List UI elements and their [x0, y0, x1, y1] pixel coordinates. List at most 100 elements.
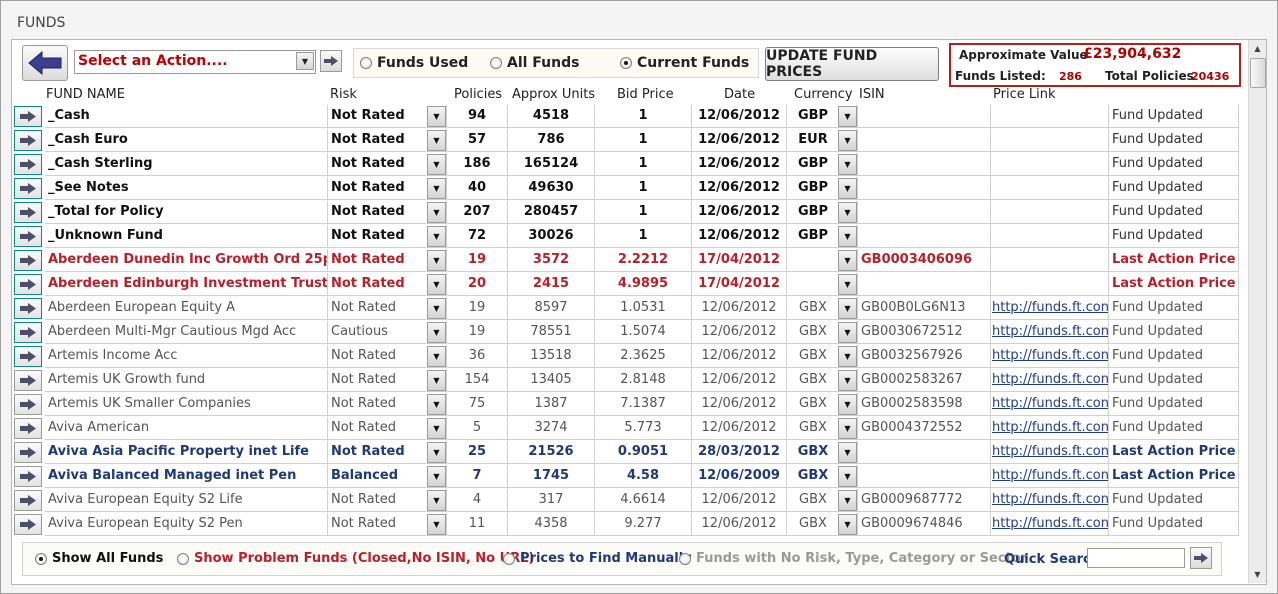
fund-name-cell[interactable]: Aberdeen European Equity A	[45, 297, 328, 320]
risk-combo[interactable]: Not Rated ▼	[328, 225, 447, 248]
risk-combo[interactable]: Cautious ▼	[328, 321, 447, 344]
fund-name-cell[interactable]: Aberdeen Edinburgh Investment Trust Ord …	[45, 273, 328, 296]
currency-combo[interactable]: GBP ▼	[787, 153, 858, 176]
row-open-button[interactable]	[14, 442, 42, 463]
currency-combo[interactable]: GBX ▼	[787, 513, 858, 536]
fund-name-cell[interactable]: Aviva Balanced Managed inet Pen	[45, 465, 328, 488]
price-date-cell[interactable]: 12/06/2012	[692, 225, 787, 248]
bid-price-cell[interactable]: 2.8148	[595, 369, 692, 392]
row-open-button[interactable]	[14, 250, 42, 271]
chevron-down-icon[interactable]: ▼	[427, 226, 446, 247]
fund-name-cell[interactable]: Aviva American	[45, 417, 328, 440]
risk-combo[interactable]: Not Rated ▼	[328, 249, 447, 272]
isin-cell[interactable]: GB0004372552	[858, 417, 991, 440]
chevron-down-icon[interactable]: ▼	[838, 154, 857, 175]
action-select[interactable]: Select an Action.... ▼	[74, 50, 316, 74]
row-open-button[interactable]	[14, 274, 42, 295]
price-link[interactable]: http://funds.ft.con	[991, 321, 1109, 344]
bid-price-cell[interactable]: 9.277	[595, 513, 692, 536]
isin-cell[interactable]: GB0009687772	[858, 489, 991, 512]
currency-combo[interactable]: GBX ▼	[787, 297, 858, 320]
price-link[interactable]	[991, 201, 1109, 224]
price-date-cell[interactable]: 12/06/2012	[692, 201, 787, 224]
isin-cell[interactable]	[858, 105, 991, 128]
isin-cell[interactable]	[858, 177, 991, 200]
currency-combo[interactable]: GBX ▼	[787, 321, 858, 344]
risk-combo[interactable]: Not Rated ▼	[328, 369, 447, 392]
chevron-down-icon[interactable]: ▼	[838, 418, 857, 439]
row-open-button[interactable]	[14, 514, 42, 535]
risk-combo[interactable]: Not Rated ▼	[328, 345, 447, 368]
filter-show-all-funds[interactable]: Show All Funds	[35, 551, 163, 566]
currency-combo[interactable]: GBP ▼	[787, 225, 858, 248]
bid-price-cell[interactable]: 2.2212	[595, 249, 692, 272]
scroll-down-icon[interactable]: ▼	[1254, 570, 1261, 579]
price-link[interactable]	[991, 153, 1109, 176]
fund-name-cell[interactable]: _See Notes	[45, 177, 328, 200]
price-date-cell[interactable]: 12/06/2012	[692, 489, 787, 512]
price-date-cell[interactable]: 12/06/2012	[692, 321, 787, 344]
row-open-button[interactable]	[14, 106, 42, 127]
isin-cell[interactable]: GB0032567926	[858, 345, 991, 368]
currency-combo[interactable]: ▼	[787, 249, 858, 272]
chevron-down-icon[interactable]: ▼	[838, 346, 857, 367]
chevron-down-icon[interactable]: ▼	[838, 274, 857, 295]
vertical-scrollbar[interactable]: ▲ ▼	[1248, 40, 1266, 583]
isin-cell[interactable]	[858, 273, 991, 296]
run-action-button[interactable]	[320, 50, 342, 72]
bid-price-cell[interactable]: 5.773	[595, 417, 692, 440]
fund-name-cell[interactable]: _Cash	[45, 105, 328, 128]
bid-price-cell[interactable]: 1	[595, 201, 692, 224]
chevron-down-icon[interactable]: ▼	[838, 226, 857, 247]
price-link[interactable]	[991, 177, 1109, 200]
currency-combo[interactable]: GBX ▼	[787, 489, 858, 512]
price-date-cell[interactable]: 12/06/2012	[692, 393, 787, 416]
chevron-down-icon[interactable]: ▼	[838, 514, 857, 535]
price-date-cell[interactable]: 17/04/2012	[692, 249, 787, 272]
row-open-button[interactable]	[14, 394, 42, 415]
quick-search-input[interactable]	[1087, 548, 1185, 568]
isin-cell[interactable]: GB0002583267	[858, 369, 991, 392]
fund-name-cell[interactable]: Aberdeen Multi-Mgr Cautious Mgd Acc	[45, 321, 328, 344]
row-open-button[interactable]	[14, 202, 42, 223]
filter-no-risk-type-category[interactable]: Funds with No Risk, Type, Category or Se…	[679, 551, 1027, 566]
bid-price-cell[interactable]: 1	[595, 177, 692, 200]
row-open-button[interactable]	[14, 130, 42, 151]
chevron-down-icon[interactable]: ▼	[838, 178, 857, 199]
filter-show-problem-funds[interactable]: Show Problem Funds (Closed,No ISIN, No U…	[177, 551, 534, 566]
isin-cell[interactable]	[858, 201, 991, 224]
isin-cell[interactable]: GB0009674846	[858, 513, 991, 536]
price-date-cell[interactable]: 12/06/2012	[692, 177, 787, 200]
bid-price-cell[interactable]: 0.9051	[595, 441, 692, 464]
price-link[interactable]: http://funds.ft.con	[991, 345, 1109, 368]
currency-combo[interactable]: EUR ▼	[787, 129, 858, 152]
price-link[interactable]: http://funds.ft.con	[991, 393, 1109, 416]
price-link[interactable]	[991, 129, 1109, 152]
price-link[interactable]: http://funds.ft.con	[991, 513, 1109, 536]
fund-name-cell[interactable]: Aviva Asia Pacific Property inet Life	[45, 441, 328, 464]
bid-price-cell[interactable]: 1	[595, 153, 692, 176]
risk-combo[interactable]: Not Rated ▼	[328, 513, 447, 536]
bid-price-cell[interactable]: 1	[595, 105, 692, 128]
price-date-cell[interactable]: 12/06/2012	[692, 417, 787, 440]
row-open-button[interactable]	[14, 322, 42, 343]
row-open-button[interactable]	[14, 418, 42, 439]
update-fund-prices-button[interactable]: UPDATE FUND PRICES	[765, 47, 939, 81]
currency-combo[interactable]: GBX ▼	[787, 393, 858, 416]
row-open-button[interactable]	[14, 490, 42, 511]
fund-name-cell[interactable]: Aviva European Equity S2 Life	[45, 489, 328, 512]
price-link[interactable]: http://funds.ft.con	[991, 465, 1109, 488]
row-open-button[interactable]	[14, 154, 42, 175]
chevron-down-icon[interactable]: ▼	[838, 202, 857, 223]
chevron-down-icon[interactable]: ▼	[427, 130, 446, 151]
fund-name-cell[interactable]: Artemis UK Growth fund	[45, 369, 328, 392]
fund-name-cell[interactable]: _Unknown Fund	[45, 225, 328, 248]
isin-cell[interactable]	[858, 441, 991, 464]
price-link[interactable]	[991, 225, 1109, 248]
row-open-button[interactable]	[14, 370, 42, 391]
currency-combo[interactable]: GBP ▼	[787, 105, 858, 128]
bid-price-cell[interactable]: 2.3625	[595, 345, 692, 368]
risk-combo[interactable]: Not Rated ▼	[328, 105, 447, 128]
isin-cell[interactable]: GB00B0LG6N13	[858, 297, 991, 320]
isin-cell[interactable]	[858, 129, 991, 152]
